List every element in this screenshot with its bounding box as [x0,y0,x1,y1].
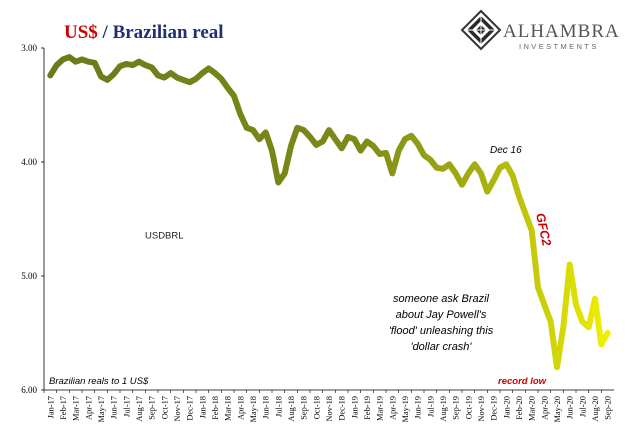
annotation-record-low: record low [498,376,547,387]
x-tick-label: Oct-19 [464,396,473,419]
note-line-1: someone ask Brazil [393,293,490,305]
x-tick-label: Sep-20 [604,396,613,420]
x-tick-label: Apr-19 [388,396,397,420]
y-tick-label: 6.00 [21,385,37,395]
x-tick-label: Nov-18 [325,396,334,422]
x-tick-label: Jul-18 [274,396,283,417]
x-tick-label: Apr-20 [540,396,549,420]
x-tick-label: Sep-17 [148,396,157,420]
x-tick-label: Feb-20 [515,396,524,420]
legend: USDBRL [106,231,184,242]
x-tick-label: Dec-17 [186,396,195,421]
annotation-gfc2: GFC2 [533,212,554,248]
x-tick-label: Sep-19 [452,396,461,420]
logo-name: ALHAMBRA [503,21,620,42]
annotation-units: Brazilian reals to 1 US$ [49,376,149,387]
x-tick-label: Jul-19 [426,396,435,417]
x-tick-label: May-18 [249,396,258,423]
x-tick-label: Nov-17 [173,396,182,422]
x-tick-label: Feb-19 [363,396,372,420]
x-tick-label: May-17 [97,396,106,423]
x-tick-label: Nov-19 [477,396,486,422]
x-tick-label: Sep-18 [300,396,309,420]
x-tick-label: Jun-19 [414,396,423,419]
x-tick-label: May-20 [553,396,562,423]
y-tick-label: 3.00 [21,43,37,53]
note-line-2: about Jay Powell's [396,309,487,321]
title-rest: / Brazilian real [98,22,224,43]
chart-title: US$ / Brazilian real [64,22,224,43]
x-tick-label: Dec-18 [338,396,347,421]
x-tick-label: Apr-18 [236,396,245,420]
annotation-note: someone ask Brazil about Jay Powell's 'f… [389,293,494,353]
x-tick-label: Mar-19 [376,396,385,421]
x-tick-label: Oct-17 [160,396,169,419]
annotation-dec16: Dec 16 [490,145,522,156]
series-usdbrl [47,54,611,371]
x-tick-label: Dec-19 [490,396,499,421]
x-tick-label: Jun-20 [566,396,575,419]
logo-diamond-icon [460,9,502,51]
legend-label: USDBRL [145,231,184,242]
title-usd: US$ [64,22,98,43]
x-tick-label: Apr-17 [84,396,93,420]
x-tick-label: Aug-18 [287,396,296,422]
note-line-3: 'flood' unleashing this [389,325,494,337]
x-ticks: Jan-17 Feb-17 Mar-17 Apr-17 May-17 Jun-17 Jul-… [43,390,613,423]
x-tick-label: Jun-17 [110,396,119,419]
x-tick-label: Aug-20 [591,396,600,422]
x-tick-label: Jan-20 [502,396,511,418]
x-tick-label: Aug-19 [439,396,448,422]
y-ticks: 3.00 4.00 5.00 6.00 [21,43,44,395]
x-tick-label: Mar-18 [224,396,233,421]
y-tick-label: 5.00 [21,271,37,281]
x-tick-label: Feb-17 [59,396,68,420]
x-tick-label: Oct-18 [312,396,321,419]
x-tick-label: May-19 [401,396,410,423]
logo-sub: INVESTMENTS [519,42,599,51]
y-tick-label: 4.00 [21,157,37,167]
x-tick-label: Feb-18 [211,396,220,420]
x-tick-label: Jan-18 [198,396,207,418]
alhambra-logo: ALHAMBRA INVESTMENTS [460,9,620,51]
x-tick-label: Jan-17 [46,396,55,418]
note-line-4: 'dollar crash' [410,341,472,353]
x-tick-label: Aug-17 [135,396,144,422]
x-tick-label: Jul-20 [578,396,587,417]
x-tick-label: Jul-17 [122,396,131,417]
x-tick-label: Mar-17 [72,396,81,421]
x-tick-label: Jun-18 [262,396,271,419]
x-tick-label: Jan-19 [350,396,359,418]
series-line-usdbrl [47,54,611,371]
x-tick-label: Mar-20 [528,396,537,421]
